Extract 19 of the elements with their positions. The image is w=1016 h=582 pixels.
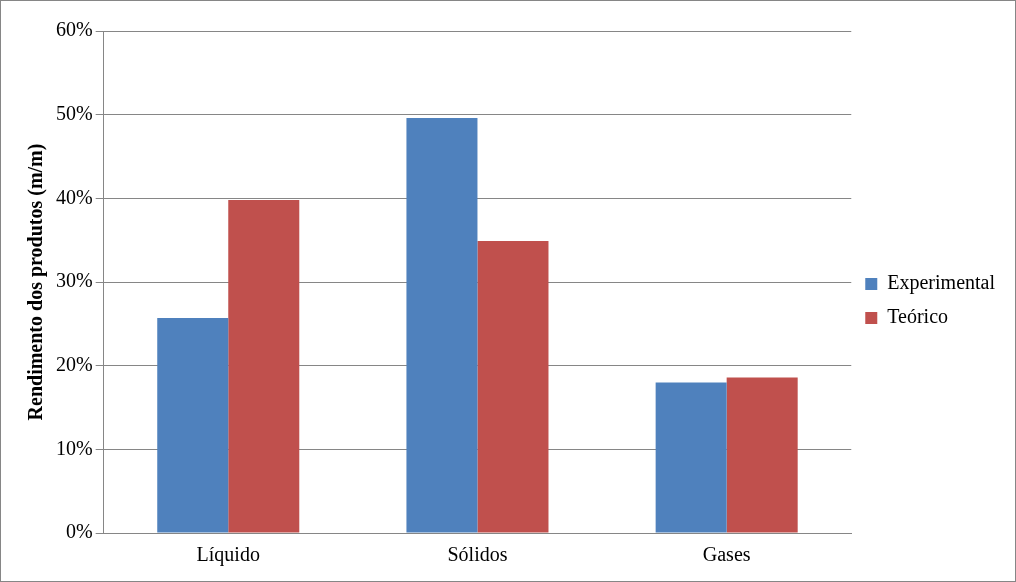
x-tick-label: Sólidos [447,543,508,566]
y-tick-label: 30% [55,269,93,292]
bar [655,382,727,533]
x-tick-label: Gases [702,543,751,566]
bar [477,241,549,533]
y-tick-label: 10% [55,436,93,459]
y-axis-title: Rendimento dos produtos (m/m) [24,143,48,421]
y-tick-label: 50% [55,101,93,124]
bar [157,317,229,533]
y-tick-label: 20% [55,352,93,375]
bar [726,377,798,533]
y-tick-label: 60% [55,18,93,41]
legend-label: Teórico [887,305,949,328]
y-tick-label: 40% [55,185,93,208]
bar [228,200,300,533]
legend-label: Experimental [887,271,996,295]
x-tick-label: Líquido [196,543,260,567]
bar [406,118,478,533]
y-tick-label: 0% [65,520,93,543]
